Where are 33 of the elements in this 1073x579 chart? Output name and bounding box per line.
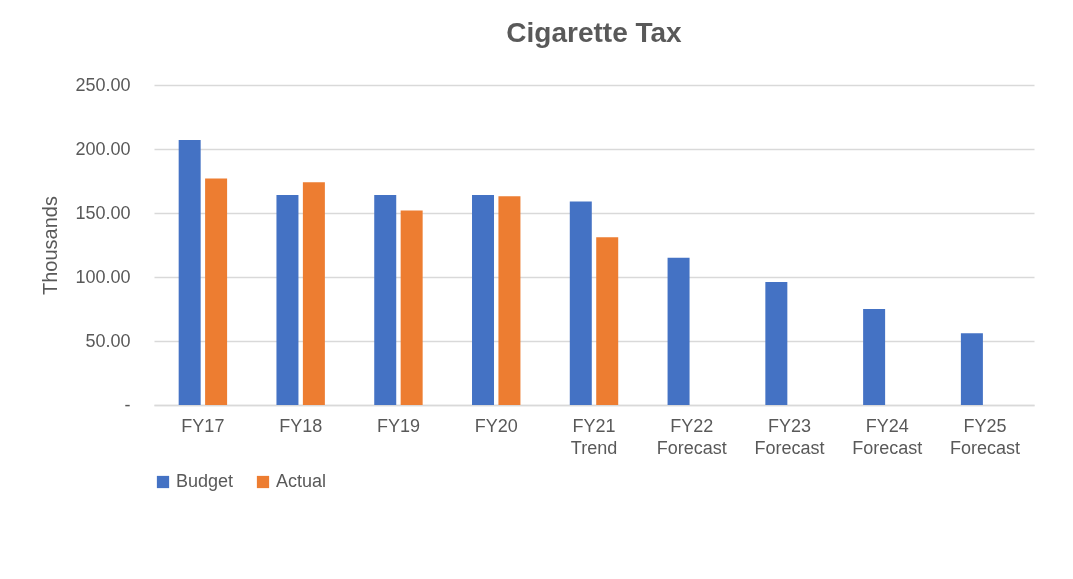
bar (472, 195, 495, 405)
bar (276, 195, 299, 405)
x-tick-label: FY18 (279, 415, 323, 436)
y-tick-label: - (124, 394, 131, 415)
bar (374, 195, 397, 405)
y-axis-title: Thousands (39, 196, 62, 295)
legend-label: Budget (176, 471, 234, 491)
y-tick-label: 200.00 (75, 138, 131, 159)
y-tick-label: 50.00 (85, 330, 131, 351)
bar (178, 140, 201, 405)
bar (667, 257, 690, 405)
x-tick-label: FY20 (474, 415, 518, 436)
bar (205, 178, 228, 405)
bar (960, 333, 983, 405)
bar (765, 282, 788, 405)
x-tick-label: FY25 Forecast (950, 415, 1021, 458)
x-tick-label: FY23 Forecast (754, 415, 825, 458)
bar (596, 237, 619, 405)
chart-title: Cigarette Tax (506, 17, 683, 48)
bar (569, 201, 592, 405)
bar (400, 210, 423, 405)
x-tick-label: FY19 (376, 415, 420, 436)
legend-label: Actual (276, 471, 327, 491)
bar (498, 196, 521, 405)
y-tick-label: 100.00 (75, 266, 131, 287)
x-tick-label: FY22 Forecast (656, 415, 727, 458)
y-tick-label: 150.00 (75, 202, 131, 223)
y-tick-label: 250.00 (75, 74, 131, 95)
bar (863, 309, 886, 405)
x-tick-label: FY17 (181, 415, 225, 436)
bar (302, 182, 325, 405)
x-tick-label: FY24 Forecast (852, 415, 923, 458)
x-tick-label: FY21 Trend (570, 415, 618, 458)
